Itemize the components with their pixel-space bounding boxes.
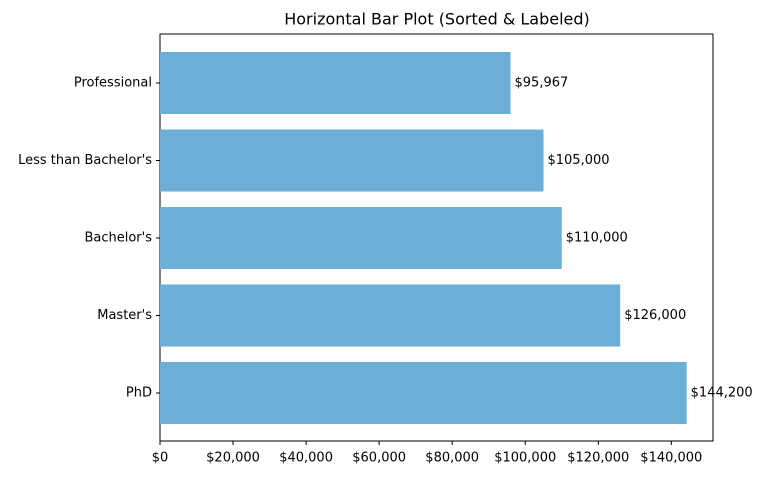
value-label: $126,000 [624, 308, 686, 323]
x-tick-label: $0 [152, 451, 169, 466]
y-tick-label: Bachelor's [84, 231, 152, 246]
value-label: $105,000 [547, 153, 609, 168]
x-tick-label: $140,000 [640, 451, 702, 466]
bar [160, 362, 687, 424]
x-tick-label: $120,000 [567, 451, 629, 466]
x-tick-label: $80,000 [425, 451, 479, 466]
y-tick-label: PhD [126, 386, 152, 401]
bar [160, 52, 511, 114]
bar [160, 207, 562, 269]
value-label: $144,200 [691, 386, 753, 401]
y-tick-label: Master's [97, 308, 152, 323]
bar [160, 129, 544, 192]
chart-title: Horizontal Bar Plot (Sorted & Labeled) [284, 10, 590, 29]
y-tick-label: Less than Bachelor's [18, 153, 152, 168]
value-label: $95,967 [515, 76, 569, 91]
x-tick-label: $20,000 [206, 451, 260, 466]
x-tick-label: $40,000 [279, 451, 333, 466]
bar [160, 284, 621, 347]
y-tick-label: Professional [74, 76, 152, 91]
value-label: $110,000 [566, 231, 628, 246]
x-tick-label: $60,000 [352, 451, 406, 466]
x-tick-label: $100,000 [494, 451, 556, 466]
